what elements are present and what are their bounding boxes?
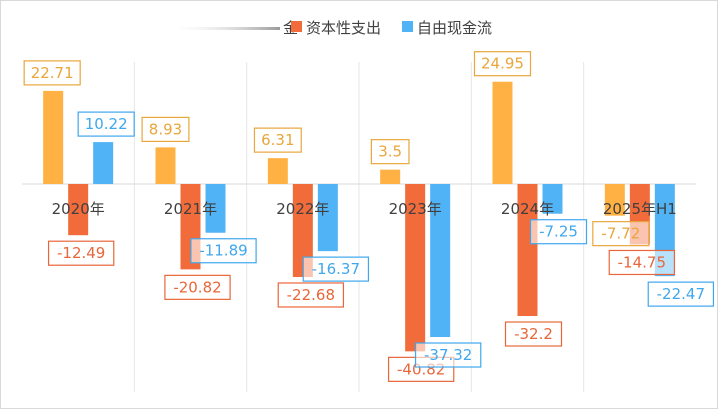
- data-label: 3.5: [378, 143, 402, 161]
- data-label: -22.68: [287, 286, 335, 304]
- bar: [430, 184, 451, 338]
- data-label: -12.49: [57, 244, 105, 262]
- bar: [205, 184, 226, 233]
- legend-item-label: 自由现金流: [417, 19, 492, 37]
- bar: [267, 158, 288, 184]
- data-label: 10.22: [85, 115, 128, 133]
- bar: [517, 184, 538, 317]
- data-label-box: [164, 274, 231, 300]
- data-label-box: [277, 282, 345, 308]
- bar: [292, 184, 313, 277]
- data-label-box: [253, 127, 302, 153]
- data-label: -37.32: [424, 346, 472, 364]
- category-label: 2025年H1: [603, 200, 677, 218]
- data-label-box: [647, 281, 715, 307]
- data-label: -11.89: [199, 242, 247, 260]
- bar: [542, 184, 563, 214]
- category-label: 2023年: [389, 200, 442, 218]
- data-label-box: [47, 240, 115, 266]
- data-label: -20.82: [173, 278, 221, 296]
- legend-swatch: [402, 21, 413, 32]
- data-label-box: [190, 238, 257, 264]
- bar: [155, 147, 176, 184]
- bar: [604, 184, 625, 216]
- data-label: 24.95: [481, 55, 524, 73]
- data-label-box: [370, 139, 410, 165]
- category-label: 2020年: [52, 200, 105, 218]
- legend: 金资本性支出 自由现金流: [165, 19, 492, 37]
- data-label-box: [302, 256, 370, 282]
- data-label-box: [504, 321, 563, 347]
- data-label: 6.31: [261, 131, 294, 149]
- bar: [317, 184, 338, 252]
- category-label: 2021年: [164, 200, 217, 218]
- category-labels: 2020年 2021年 2022年 2023年 2024年 2025年H1: [52, 200, 677, 218]
- bar: [93, 142, 114, 184]
- data-label: -22.47: [657, 285, 705, 303]
- data-label: -7.72: [601, 225, 640, 243]
- data-label-box: [141, 116, 190, 142]
- data-label-box: [23, 60, 81, 86]
- data-label: -7.25: [539, 223, 578, 241]
- legend-fade-bar: [165, 27, 280, 30]
- bar: [43, 90, 64, 184]
- data-label: -32.2: [514, 325, 553, 343]
- bar: [492, 81, 513, 184]
- data-label-box: [473, 51, 532, 77]
- data-label-box: [592, 221, 650, 247]
- legend-swatch: [291, 21, 302, 32]
- bar: [380, 169, 401, 184]
- data-label-box: [608, 249, 676, 276]
- bar: [405, 184, 426, 352]
- data-label-box: [77, 111, 135, 137]
- data-label: -14.75: [618, 253, 666, 271]
- data-label: 8.93: [149, 120, 182, 138]
- category-label: 2024年: [501, 200, 554, 218]
- bars: [43, 81, 675, 352]
- bar: [68, 184, 89, 236]
- data-labels: 22.71 -12.49 10.22 8.93 -20.82 -11.89 6.31 -22.…: [23, 51, 715, 382]
- category-label: 2022年: [276, 200, 329, 218]
- data-label: -16.37: [312, 260, 360, 278]
- data-label: 22.71: [31, 64, 74, 82]
- data-label-box: [414, 342, 482, 368]
- data-label-box: [529, 219, 588, 245]
- legend-item-label: 资本性支出: [306, 19, 381, 37]
